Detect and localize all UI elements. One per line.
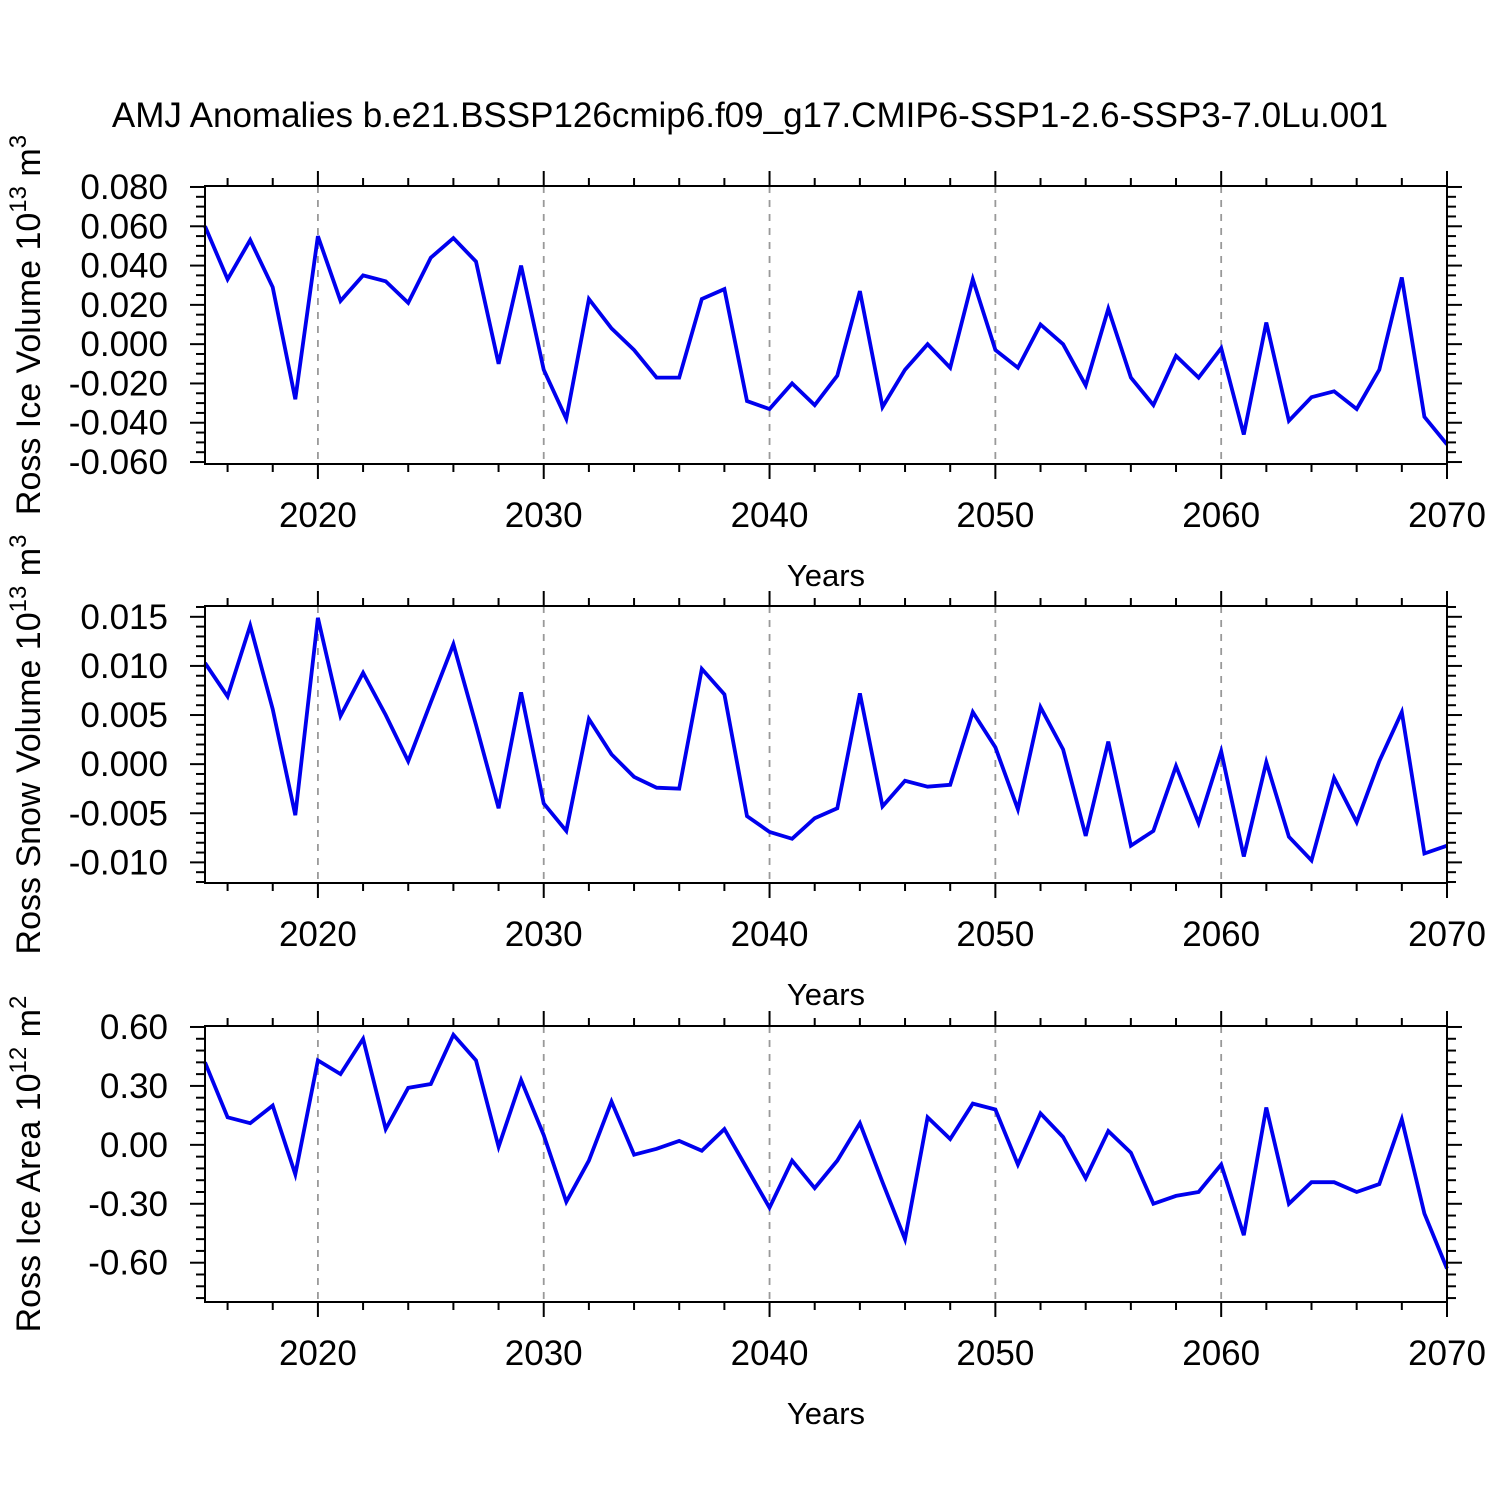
y-tick-label: -0.040 xyxy=(69,404,168,443)
y-tick-label: 0.060 xyxy=(80,207,168,246)
x-tick-label: 2070 xyxy=(1408,1334,1486,1373)
panel-frame xyxy=(204,1025,1448,1303)
x-tick-label: 2050 xyxy=(956,496,1034,535)
data-line xyxy=(203,617,1448,865)
panel-frame xyxy=(204,605,1448,884)
x-axis-title: Years xyxy=(787,1396,865,1431)
y-tick-label: 0.60 xyxy=(100,1008,168,1047)
x-tick-label: 2060 xyxy=(1182,915,1260,954)
panel-ross-snow-volume: 2020 2030 2040 2050 2060 2070 0.015 0.010 0.005 0… xyxy=(5,535,1486,1012)
y-tick-label: -0.010 xyxy=(69,843,168,882)
x-tick-label: 2020 xyxy=(279,1334,357,1373)
y-tick-label: 0.00 xyxy=(100,1126,168,1165)
x-tick-label: 2030 xyxy=(505,1334,583,1373)
y-axis-title: Ross Ice Volume 1013 m3 xyxy=(5,135,48,515)
figure-title: AMJ Anomalies b.e21.BSSP126cmip6.f09_g17… xyxy=(111,96,1389,135)
x-tick-label: 2020 xyxy=(279,496,357,535)
y-axis-title: Ross Ice Area 1012 m2 xyxy=(5,996,48,1333)
y-tick-label: 0.015 xyxy=(80,598,168,637)
panel-ross-ice-volume: 2020 2030 2040 2050 2060 20700.0800.0600.0400… xyxy=(5,135,1486,593)
y-axis-title: Ross Snow Volume 1013 m3 xyxy=(5,535,48,955)
panel-ross-ice-area: 2020 2030 2040 2050 2060 2070 0.60 0.30 0.00 -0.3… xyxy=(5,996,1486,1431)
y-tick-label: 0.040 xyxy=(80,247,168,286)
x-tick-label: 2030 xyxy=(505,915,583,954)
y-tick-label: 0.020 xyxy=(80,286,168,325)
y-tick-label: 0.30 xyxy=(100,1067,168,1106)
x-tick-label: 2070 xyxy=(1408,496,1486,535)
y-tick-label: 0.000 xyxy=(80,745,168,784)
x-tick-label: 2070 xyxy=(1408,915,1486,954)
x-tick-label: 2060 xyxy=(1182,1334,1260,1373)
y-tick-label: -0.020 xyxy=(69,364,168,403)
x-tick-label: 2060 xyxy=(1182,496,1260,535)
x-tick-label: 2050 xyxy=(956,915,1034,954)
x-tick-label: 2040 xyxy=(731,1334,809,1373)
y-tick-label: -0.30 xyxy=(88,1185,168,1224)
y-tick-label: 0.000 xyxy=(80,325,168,364)
data-line xyxy=(203,1031,1449,1270)
y-tick-label: 0.010 xyxy=(80,647,168,686)
y-tick-label: 0.080 xyxy=(80,168,168,207)
panel-frame xyxy=(204,185,1448,465)
x-axis-title: Years xyxy=(787,977,865,1012)
x-tick-label: 2050 xyxy=(956,1334,1034,1373)
x-axis-title: Years xyxy=(787,558,865,593)
data-line xyxy=(203,225,1449,446)
x-tick-label: 2030 xyxy=(505,496,583,535)
y-tick-label: 0.005 xyxy=(80,696,168,735)
x-tick-label: 2020 xyxy=(279,915,357,954)
x-tick-label: 2040 xyxy=(731,496,809,535)
y-tick-label: -0.60 xyxy=(88,1244,168,1283)
y-tick-label: -0.060 xyxy=(69,443,168,482)
y-tick-label: -0.005 xyxy=(69,794,168,833)
x-tick-label: 2040 xyxy=(731,915,809,954)
